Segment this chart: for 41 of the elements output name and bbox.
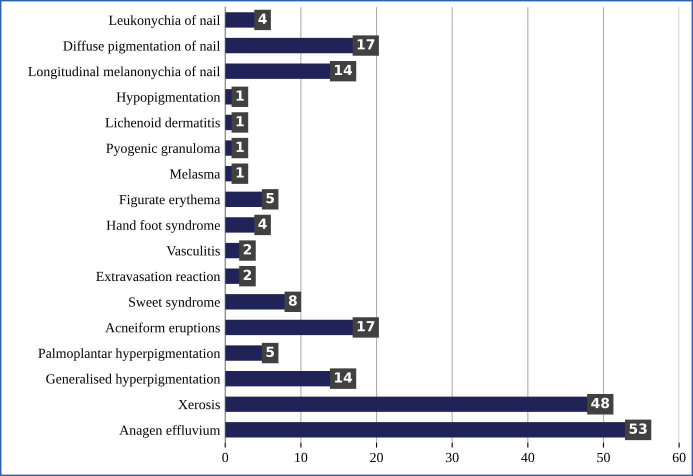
y-tick-label: Melasma (170, 168, 220, 179)
data-label: 1 (236, 116, 244, 126)
x-tick-label: 20 (370, 452, 383, 462)
y-tick-label: Leukonychia of nail (108, 15, 220, 28)
data-label: 14 (334, 372, 352, 382)
y-tick-label: Generalised hyperpigmentation (46, 374, 220, 386)
x-tick-label: 10 (295, 452, 308, 462)
data-label: 1 (236, 90, 244, 101)
y-tick-label: Extravasation reaction (96, 272, 220, 282)
data-label: 1 (236, 167, 244, 178)
data-label: 53 (630, 423, 647, 434)
y-tick-label: Anagen effluvium (119, 424, 220, 438)
x-tick-label: 40 (521, 452, 534, 462)
data-label: 1 (236, 142, 244, 152)
y-tick-label: Palmoplantar hyperpigmentation (38, 348, 220, 361)
y-tick-label: Hypopigmentation (116, 92, 220, 105)
data-label: 8 (288, 295, 297, 306)
y-tick-label: Lichenoid dermatitis (105, 118, 220, 128)
x-tick-label: 50 (597, 452, 610, 462)
y-tick-label: Pyogenic granuloma (106, 143, 220, 156)
data-label: 17 (358, 321, 374, 332)
y-tick-label: Vasculitis (166, 246, 220, 256)
data-label: 5 (266, 346, 274, 358)
y-tick-label: Diffuse pigmentation of nail (63, 40, 220, 54)
y-tick-label: Figurate erythema (119, 194, 220, 208)
y-tick-label: Sweet syndrome (129, 296, 220, 310)
y-tick-label: Longitudinal melanonychia of nail (28, 66, 220, 80)
y-tick-label: Acneiform eruptions (105, 322, 220, 336)
y-tick-label: Hand foot syndrome (106, 220, 220, 233)
x-tick-label: 30 (446, 452, 459, 462)
data-label: 48 (591, 398, 610, 408)
data-label: 4 (258, 218, 267, 229)
data-label: 2 (244, 270, 252, 280)
data-label: 5 (266, 192, 274, 204)
data-label: 14 (334, 64, 352, 76)
data-label: 2 (244, 244, 252, 254)
data-label: 17 (358, 39, 374, 50)
data-label: 4 (258, 14, 267, 24)
y-tick-label: Xerosis (178, 400, 220, 410)
x-tick-label: 0 (222, 452, 228, 462)
x-tick-label: 60 (672, 452, 686, 462)
